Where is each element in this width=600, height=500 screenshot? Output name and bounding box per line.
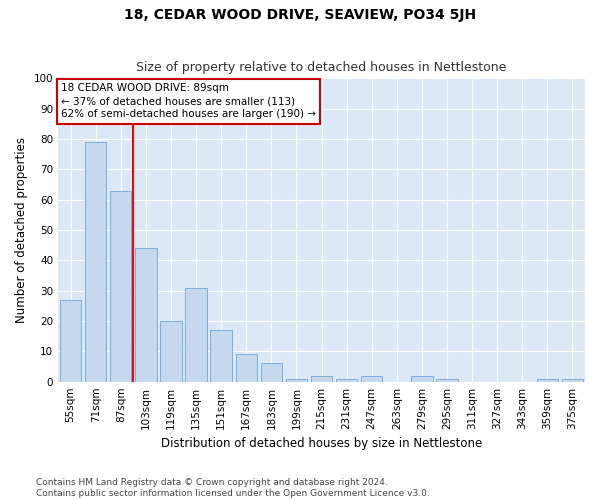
Bar: [60, 300, 81, 382]
Bar: [536, 378, 558, 382]
Bar: [236, 354, 257, 382]
Bar: [562, 378, 583, 382]
Bar: [411, 376, 433, 382]
Bar: [436, 378, 458, 382]
Bar: [160, 321, 182, 382]
Bar: [311, 376, 332, 382]
Bar: [110, 190, 131, 382]
Y-axis label: Number of detached properties: Number of detached properties: [15, 137, 28, 323]
Title: Size of property relative to detached houses in Nettlestone: Size of property relative to detached ho…: [136, 62, 507, 74]
Bar: [85, 142, 106, 382]
Bar: [361, 376, 382, 382]
Text: 18 CEDAR WOOD DRIVE: 89sqm
← 37% of detached houses are smaller (113)
62% of sem: 18 CEDAR WOOD DRIVE: 89sqm ← 37% of deta…: [61, 83, 316, 120]
Bar: [185, 288, 207, 382]
Bar: [336, 378, 357, 382]
Text: 18, CEDAR WOOD DRIVE, SEAVIEW, PO34 5JH: 18, CEDAR WOOD DRIVE, SEAVIEW, PO34 5JH: [124, 8, 476, 22]
X-axis label: Distribution of detached houses by size in Nettlestone: Distribution of detached houses by size …: [161, 437, 482, 450]
Bar: [286, 378, 307, 382]
Bar: [135, 248, 157, 382]
Bar: [260, 364, 282, 382]
Bar: [211, 330, 232, 382]
Text: Contains HM Land Registry data © Crown copyright and database right 2024.
Contai: Contains HM Land Registry data © Crown c…: [36, 478, 430, 498]
